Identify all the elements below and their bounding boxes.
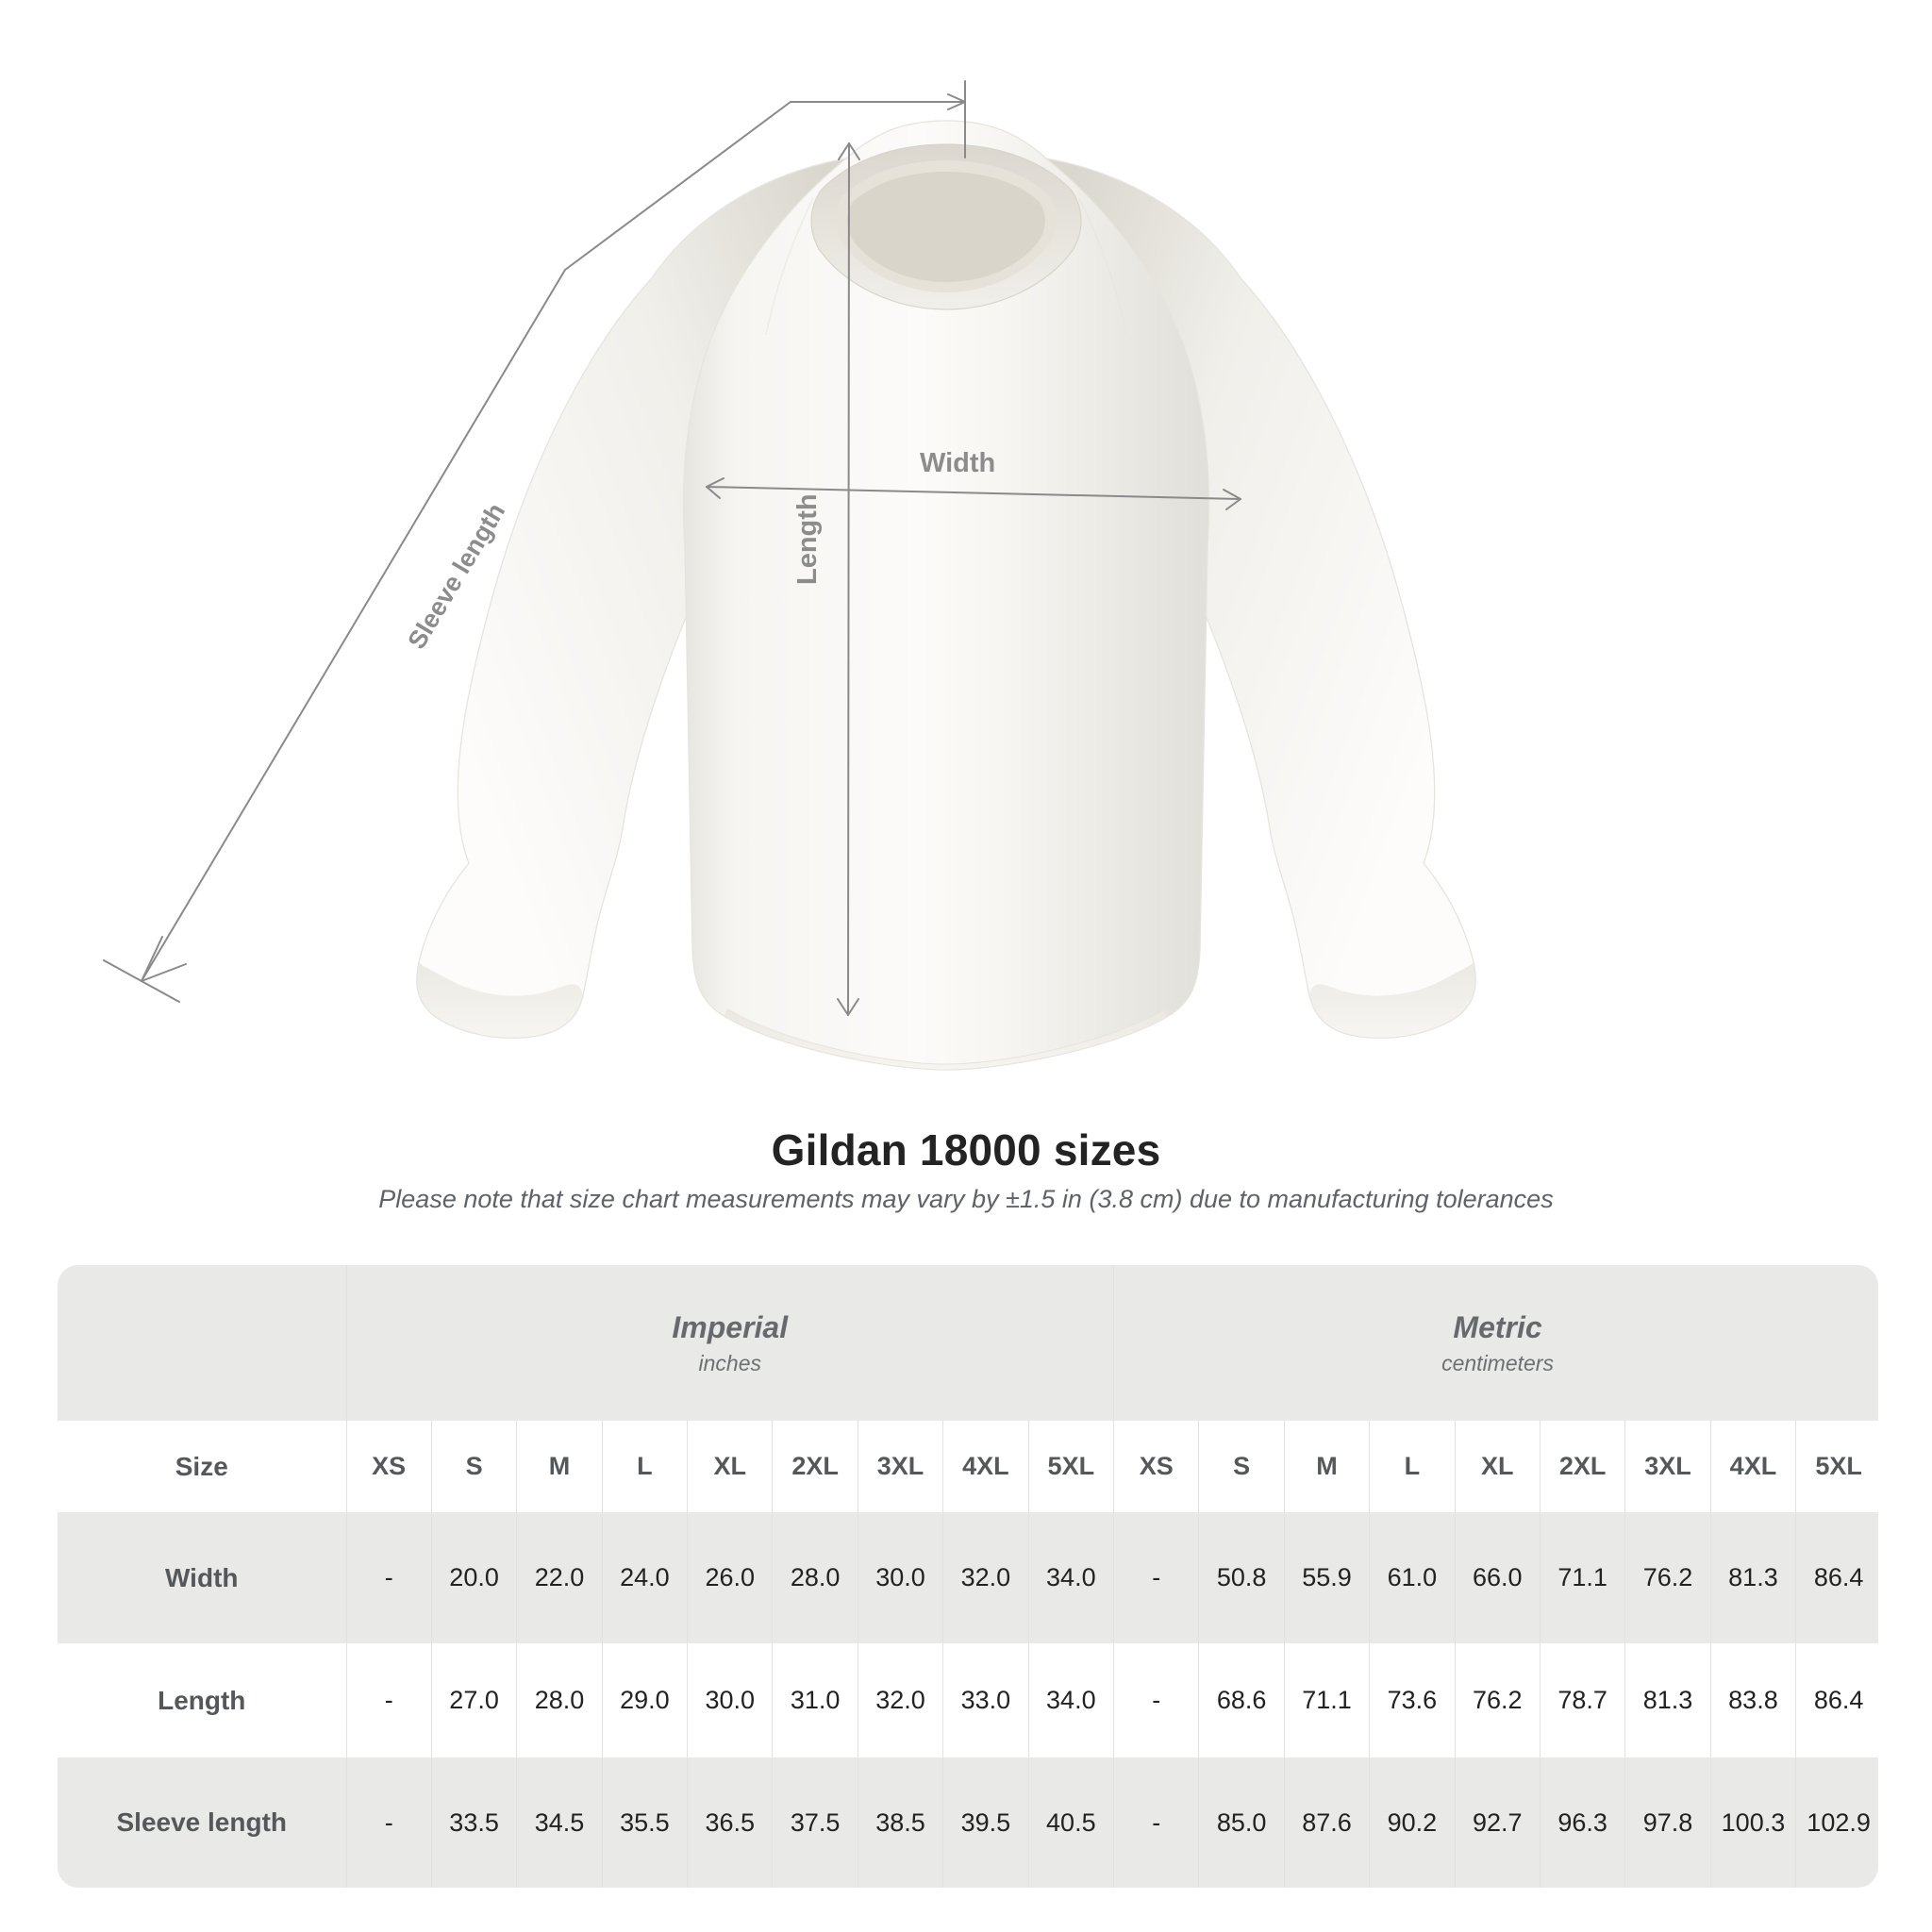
svg-text:Width: Width bbox=[920, 448, 995, 478]
svg-text:Length: Length bbox=[792, 493, 823, 585]
svg-text:Sleeve length: Sleeve length bbox=[402, 498, 510, 654]
